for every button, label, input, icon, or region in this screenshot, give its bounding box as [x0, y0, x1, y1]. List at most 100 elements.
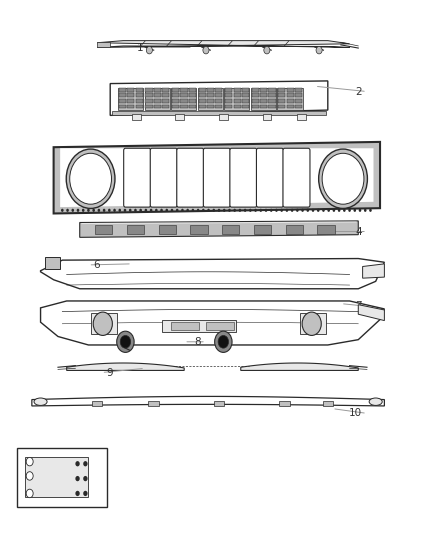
Bar — [215, 88, 223, 92]
Circle shape — [286, 209, 288, 212]
Polygon shape — [80, 221, 358, 237]
Circle shape — [82, 209, 85, 212]
Bar — [25, 457, 88, 497]
Bar — [233, 99, 240, 103]
Bar — [215, 104, 223, 109]
Bar — [215, 99, 223, 103]
Circle shape — [348, 209, 351, 212]
Bar — [172, 88, 179, 92]
Circle shape — [146, 46, 152, 54]
Circle shape — [155, 209, 158, 212]
Bar — [286, 99, 294, 103]
Circle shape — [249, 209, 252, 212]
Bar — [119, 88, 126, 92]
Bar — [207, 99, 214, 103]
Circle shape — [359, 209, 361, 212]
Bar — [207, 93, 214, 98]
Circle shape — [129, 209, 131, 212]
Bar — [260, 93, 267, 98]
FancyBboxPatch shape — [177, 148, 204, 207]
Circle shape — [191, 209, 194, 212]
Circle shape — [71, 209, 74, 212]
Bar — [136, 104, 143, 109]
Circle shape — [166, 209, 168, 212]
Bar — [278, 104, 285, 109]
Bar — [242, 104, 249, 109]
Circle shape — [186, 209, 189, 212]
Text: 9: 9 — [107, 368, 113, 377]
Bar — [322, 401, 333, 406]
Bar — [268, 93, 276, 98]
Bar — [189, 88, 196, 92]
Circle shape — [98, 209, 100, 212]
Circle shape — [83, 461, 88, 466]
Bar — [268, 104, 276, 109]
Bar — [127, 224, 144, 234]
Bar — [136, 99, 143, 103]
Bar — [180, 99, 187, 103]
Bar — [198, 88, 223, 110]
Circle shape — [103, 209, 106, 212]
Polygon shape — [60, 148, 374, 207]
Bar — [224, 88, 250, 110]
Text: 7: 7 — [355, 301, 362, 311]
Circle shape — [26, 489, 33, 498]
Circle shape — [92, 209, 95, 212]
Bar — [162, 88, 170, 92]
Polygon shape — [110, 81, 328, 115]
Circle shape — [215, 331, 232, 352]
Circle shape — [113, 209, 116, 212]
Bar — [300, 313, 325, 334]
Bar — [198, 99, 206, 103]
Circle shape — [301, 209, 304, 212]
Circle shape — [264, 46, 270, 54]
FancyBboxPatch shape — [283, 148, 310, 207]
Circle shape — [317, 209, 320, 212]
Polygon shape — [241, 363, 358, 370]
Bar — [145, 88, 152, 92]
Bar — [162, 99, 170, 103]
Circle shape — [275, 209, 278, 212]
Bar — [127, 99, 134, 103]
Circle shape — [280, 209, 283, 212]
Polygon shape — [97, 41, 350, 47]
Circle shape — [353, 209, 356, 212]
Circle shape — [108, 209, 111, 212]
Circle shape — [75, 461, 80, 466]
Circle shape — [239, 209, 241, 212]
Bar — [207, 88, 214, 92]
Bar — [233, 88, 240, 92]
Polygon shape — [41, 259, 385, 289]
Circle shape — [70, 154, 112, 204]
Bar — [145, 104, 152, 109]
Text: 6: 6 — [94, 260, 100, 270]
Bar — [278, 93, 285, 98]
Bar — [198, 93, 206, 98]
Circle shape — [218, 335, 229, 348]
Circle shape — [218, 209, 220, 212]
Circle shape — [93, 312, 113, 335]
Circle shape — [302, 312, 321, 335]
Bar — [219, 114, 228, 119]
Bar — [180, 93, 187, 98]
Circle shape — [228, 209, 231, 212]
Bar — [113, 111, 325, 115]
Circle shape — [233, 209, 236, 212]
Circle shape — [134, 209, 137, 212]
Circle shape — [77, 209, 79, 212]
Bar — [318, 224, 335, 234]
Bar — [148, 401, 159, 406]
Bar — [278, 99, 285, 103]
Circle shape — [338, 209, 340, 212]
FancyBboxPatch shape — [124, 148, 151, 207]
Circle shape — [66, 149, 115, 208]
Circle shape — [265, 209, 267, 212]
Circle shape — [181, 209, 184, 212]
Bar — [279, 401, 290, 406]
Bar — [172, 93, 179, 98]
Bar — [277, 88, 303, 110]
Circle shape — [61, 209, 64, 212]
Circle shape — [364, 209, 367, 212]
Bar — [207, 104, 214, 109]
Circle shape — [322, 209, 325, 212]
